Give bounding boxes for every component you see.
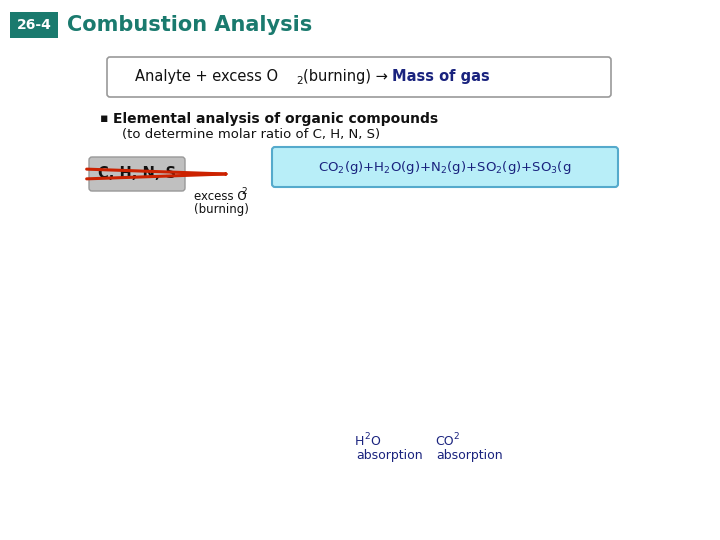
Text: Analyte + excess O: Analyte + excess O xyxy=(135,70,278,84)
Text: H: H xyxy=(355,435,364,448)
Text: CO: CO xyxy=(435,435,454,448)
Text: C, H, N, S: C, H, N, S xyxy=(98,166,176,181)
Text: 2: 2 xyxy=(296,76,302,86)
Text: (burning) →: (burning) → xyxy=(303,70,388,84)
FancyBboxPatch shape xyxy=(10,12,58,38)
Text: ▪: ▪ xyxy=(100,112,109,125)
Text: (to determine molar ratio of C, H, N, S): (to determine molar ratio of C, H, N, S) xyxy=(122,128,380,141)
FancyBboxPatch shape xyxy=(272,147,618,187)
Text: 26-4: 26-4 xyxy=(17,18,51,32)
Text: absorption: absorption xyxy=(356,449,423,462)
Text: 2: 2 xyxy=(364,432,369,441)
Text: excess O: excess O xyxy=(194,190,247,203)
FancyBboxPatch shape xyxy=(89,157,185,191)
Text: $\rm CO_2(g){+}H_2O(g){+}N_2(g){+}SO_2(g){+}SO_3(g$: $\rm CO_2(g){+}H_2O(g){+}N_2(g){+}SO_2(g… xyxy=(318,159,572,176)
Text: Combustion Analysis: Combustion Analysis xyxy=(67,15,312,35)
Text: O: O xyxy=(370,435,380,448)
Text: absorption: absorption xyxy=(436,449,503,462)
Text: 2: 2 xyxy=(453,432,459,441)
Text: 2: 2 xyxy=(241,187,247,196)
Text: (burning): (burning) xyxy=(194,203,249,216)
Text: Mass of gas: Mass of gas xyxy=(392,70,490,84)
FancyBboxPatch shape xyxy=(107,57,611,97)
Text: Elemental analysis of organic compounds: Elemental analysis of organic compounds xyxy=(113,112,438,126)
